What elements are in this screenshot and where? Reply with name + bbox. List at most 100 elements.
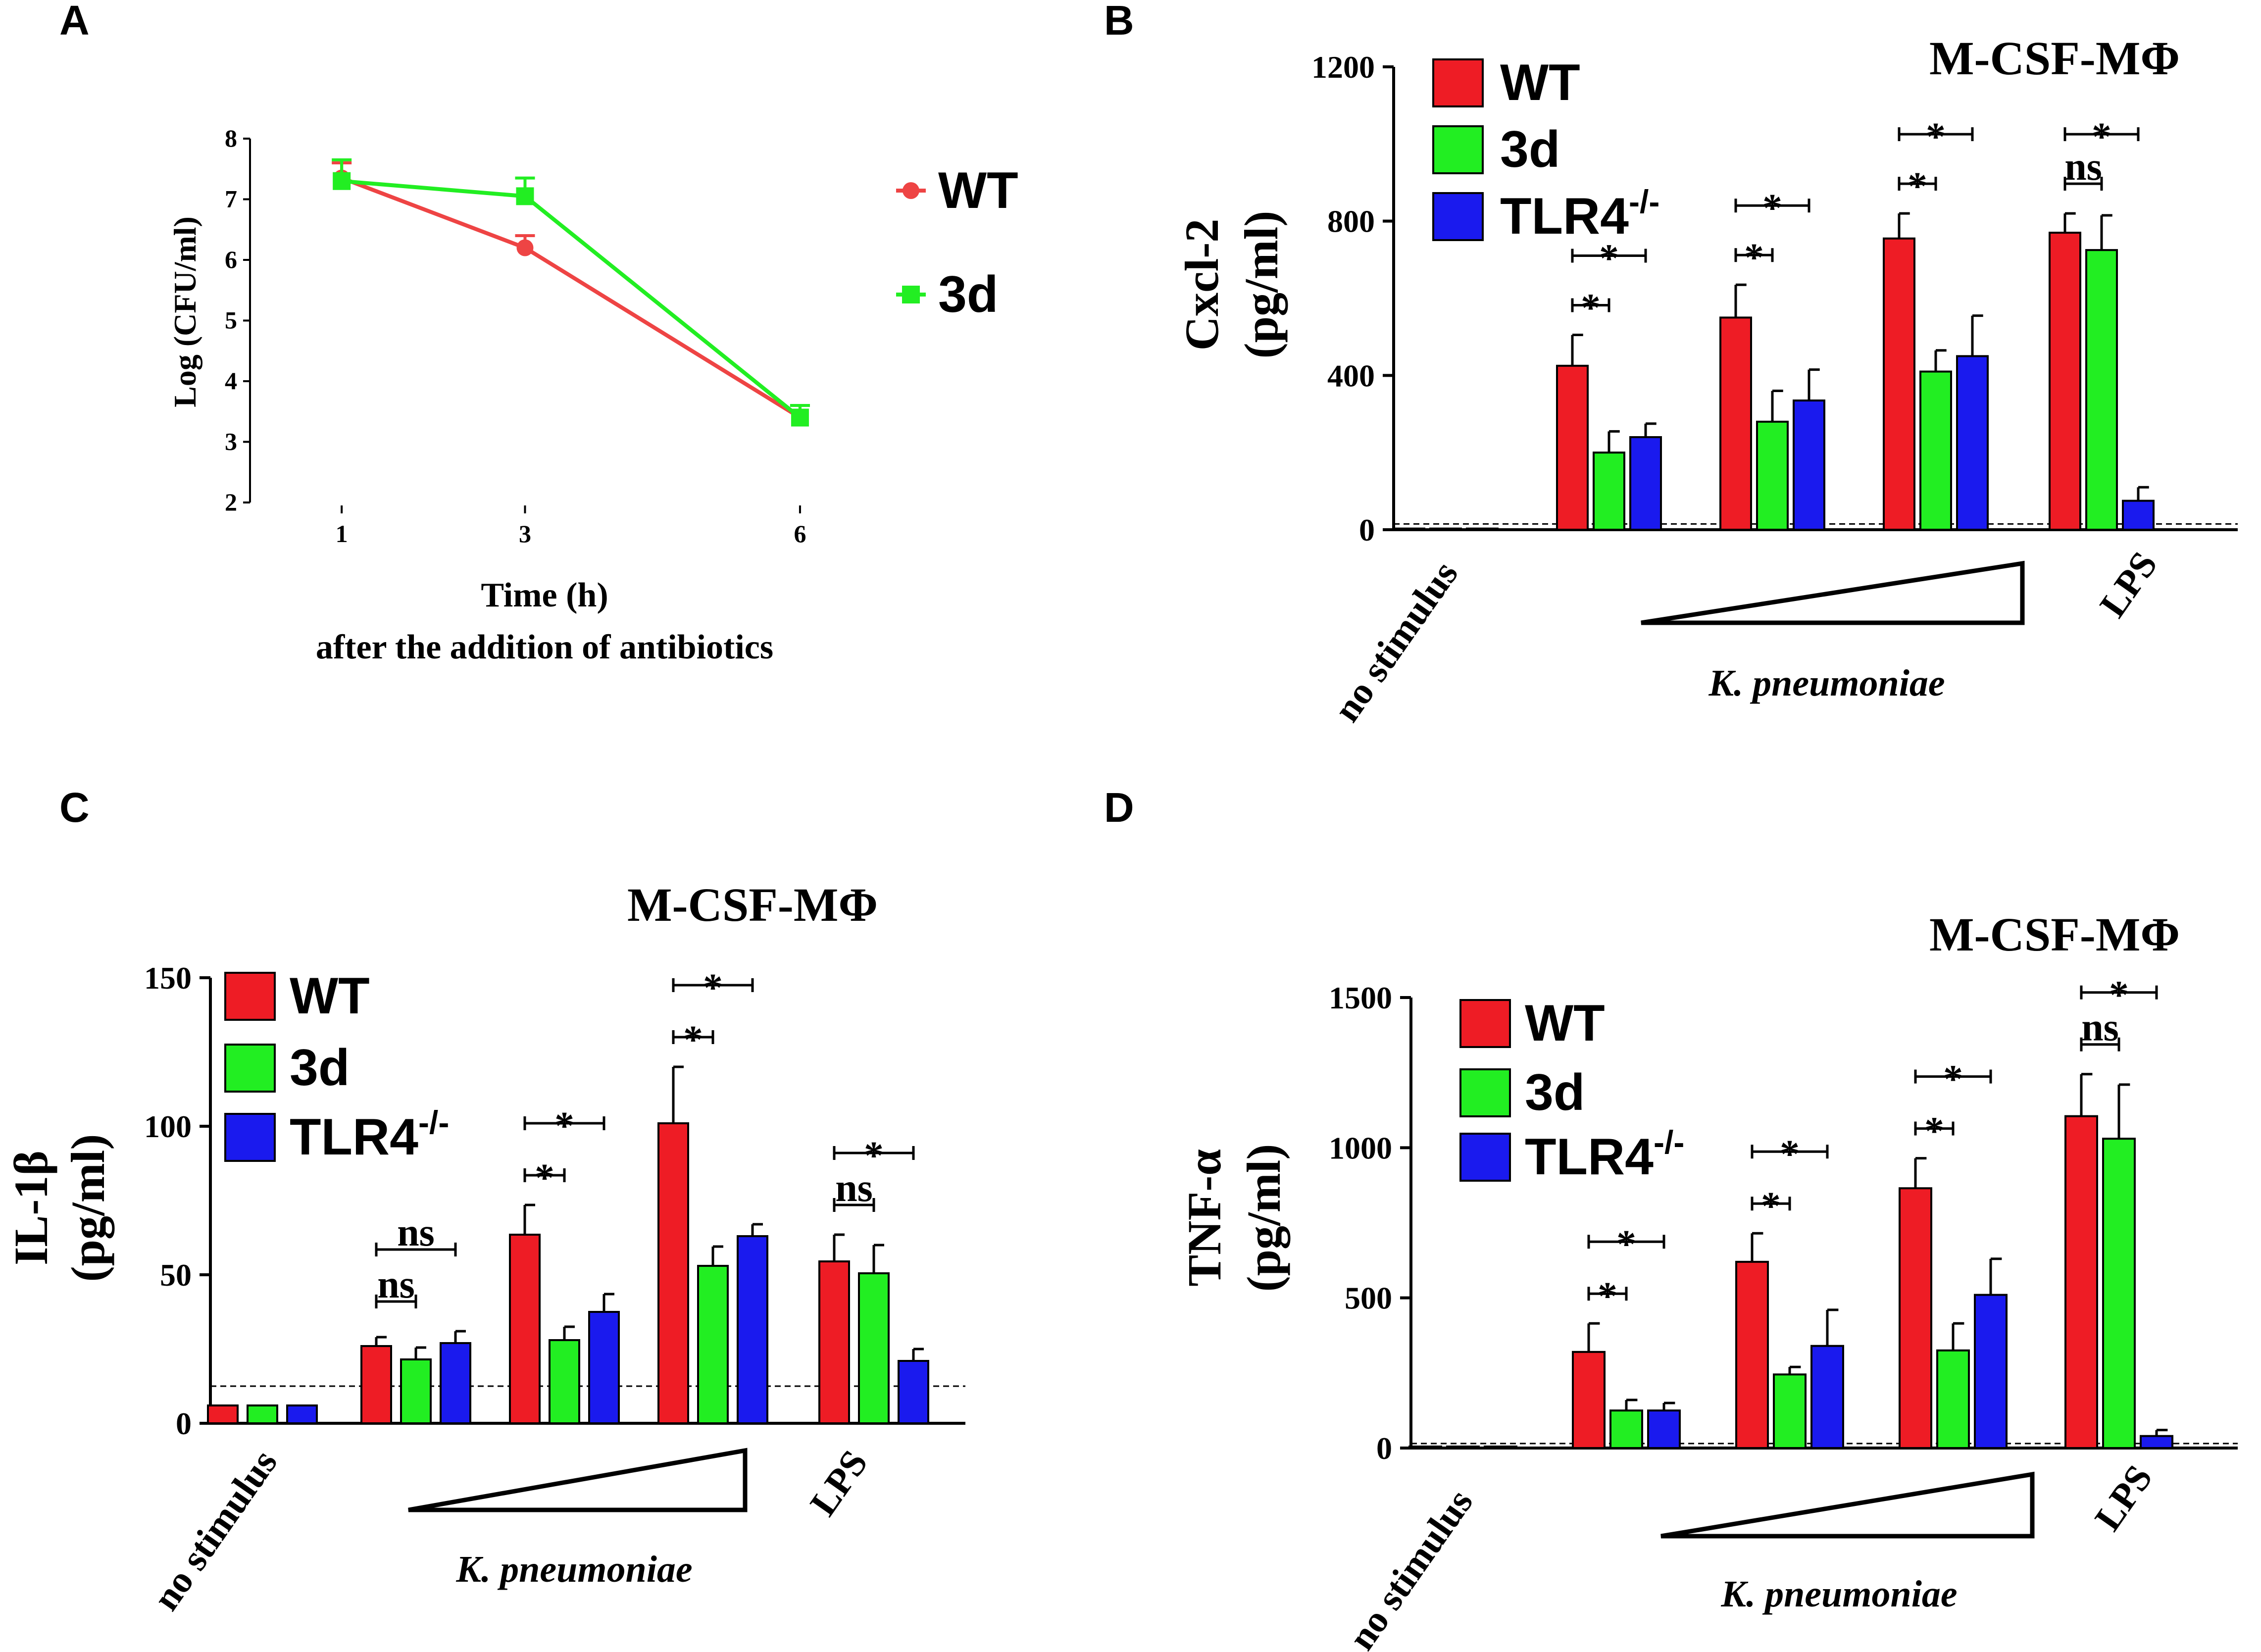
- data-point-3d: [516, 187, 534, 205]
- bar-wt: [1899, 1187, 1932, 1450]
- bar-wt: [2064, 1115, 2098, 1449]
- sig-label: *: [1943, 1058, 1963, 1101]
- bar-3d: [697, 1265, 729, 1424]
- panel-a-series: [332, 158, 810, 427]
- bar-3d: [858, 1272, 890, 1424]
- bar-wt: [1408, 1445, 1442, 1449]
- kp-label: K. pneumoniae: [1720, 1573, 1957, 1615]
- sig-label: ns: [377, 1263, 415, 1306]
- panel-c: C M-CSF-MΦ IL-1β (pg/ml) WT 3d TLR4-/- 0…: [4, 784, 965, 1618]
- bar-tlr4: [898, 1360, 929, 1424]
- bar-tlr4: [1810, 1345, 1844, 1450]
- panel-letter-d: D: [1104, 784, 1134, 831]
- panel-letter-b: B: [1104, 0, 1134, 44]
- legend-wt-marker: [903, 182, 919, 199]
- y-tick-label: 0: [1376, 1431, 1392, 1466]
- legend-wt-swatch: [224, 972, 276, 1021]
- bar-3d: [2102, 1138, 2136, 1449]
- y-tick-label: 50: [160, 1257, 192, 1293]
- bar-wt: [360, 1345, 392, 1424]
- legend-tlr4-label: TLR4-/-: [1500, 183, 1659, 245]
- x-tick-label: 6: [794, 520, 806, 548]
- y-tick-label: 100: [144, 1109, 192, 1144]
- bar-tlr4: [1956, 355, 1989, 531]
- bar-wt: [509, 1234, 541, 1424]
- panel-b: B M-CSF-MΦ Cxcl-2 (pg/ml) WT 3d TLR4-/- …: [1104, 0, 2238, 729]
- bar-3d: [1936, 1349, 1970, 1449]
- panel-letter-a: A: [59, 0, 90, 44]
- y-tick-label: 8: [225, 124, 237, 152]
- kp-label: K. pneumoniae: [1708, 662, 1945, 704]
- sig-label: *: [1581, 287, 1601, 330]
- sig-label: *: [1926, 115, 1946, 159]
- data-point-3d: [791, 408, 809, 427]
- legend-3d-swatch: [224, 1044, 276, 1093]
- bar-wt: [1735, 1260, 1769, 1450]
- panel-c-legend: WT 3d TLR4-/-: [224, 967, 449, 1166]
- sig-label: *: [535, 1156, 554, 1200]
- bar-tlr4: [737, 1235, 768, 1424]
- sig-label: *: [1908, 165, 1927, 208]
- bar-wt: [1393, 527, 1425, 531]
- dose-triangle: [408, 1448, 748, 1512]
- bar-tlr4: [440, 1342, 471, 1424]
- bar-tlr4: [1647, 1409, 1681, 1450]
- legend-wt-swatch: [1459, 999, 1511, 1048]
- y-tick-label: 7: [225, 185, 237, 213]
- cat-no-stimulus: no stimulus: [1326, 553, 1466, 729]
- panel-d-ylabel: TNF-α: [1178, 1149, 1231, 1287]
- bar-wt: [1719, 316, 1752, 531]
- bar-tlr4: [2140, 1435, 2173, 1450]
- sig-label: *: [864, 1134, 884, 1178]
- bar-3d: [400, 1358, 432, 1424]
- sig-label: *: [1762, 187, 1782, 230]
- sig-label: *: [1599, 237, 1619, 281]
- panel-b-ylabel: Cxcl-2: [1175, 219, 1228, 351]
- y-tick-label: 4: [225, 367, 237, 395]
- cat-lps: LPS: [2092, 544, 2165, 624]
- cat-no-stimulus: no stimulus: [145, 1442, 285, 1617]
- sig-label: *: [1761, 1185, 1781, 1228]
- y-tick-label: 150: [144, 960, 192, 996]
- cat-no-stimulus: no stimulus: [1341, 1482, 1481, 1652]
- bar-3d: [1609, 1409, 1643, 1450]
- sig-label: *: [1924, 1110, 1944, 1153]
- sig-label: *: [2109, 974, 2129, 1017]
- bar-3d: [1429, 527, 1462, 531]
- sig-label: *: [1780, 1133, 1800, 1176]
- y-tick-label: 800: [1327, 204, 1375, 239]
- panel-c-ylabel-units: (pg/ml): [61, 1134, 114, 1282]
- legend-wt-label: WT: [290, 967, 370, 1025]
- panel-letter-c: C: [59, 784, 90, 831]
- y-tick-label: 1500: [1329, 980, 1392, 1015]
- legend-wt-label: WT: [1500, 54, 1580, 111]
- bar-3d: [1756, 420, 1789, 531]
- legend-3d-label: 3d: [1525, 1064, 1585, 1121]
- panel-d-ylabel-units: (pg/ml): [1237, 1144, 1290, 1292]
- legend-3d-label: 3d: [938, 266, 998, 323]
- bar-wt: [1556, 364, 1589, 531]
- bar-wt: [818, 1260, 850, 1424]
- sig-label: ns: [2064, 145, 2102, 189]
- bar-tlr4: [1466, 527, 1499, 531]
- y-tick-label: 0: [176, 1406, 192, 1441]
- bar-wt: [657, 1122, 689, 1424]
- bar-wt: [1883, 237, 1915, 531]
- kp-label: K. pneumoniae: [455, 1549, 692, 1590]
- panel-b-title: M-CSF-MΦ: [1929, 32, 2180, 85]
- sig-label: *: [1744, 236, 1764, 280]
- legend-tlr4-label: TLR4-/-: [290, 1104, 449, 1166]
- bar-tlr4: [1974, 1294, 2008, 1450]
- bar-3d: [1919, 370, 1952, 531]
- data-point-WT: [516, 239, 534, 256]
- legend-3d-label: 3d: [1500, 121, 1560, 178]
- panel-a-ylabel: Log (CFU/ml): [167, 216, 202, 407]
- bar-tlr4: [2122, 500, 2155, 531]
- legend-3d-marker: [902, 286, 920, 303]
- panel-a-xlabel-sub: after the addition of antibiotics: [316, 628, 773, 666]
- legend-tlr4-swatch: [1459, 1133, 1511, 1182]
- panel-d-legend: WT 3d TLR4-/-: [1459, 995, 1684, 1186]
- series-line-WT: [341, 176, 802, 419]
- y-tick-label: 3: [225, 428, 237, 455]
- cat-lps: LPS: [2087, 1457, 2161, 1538]
